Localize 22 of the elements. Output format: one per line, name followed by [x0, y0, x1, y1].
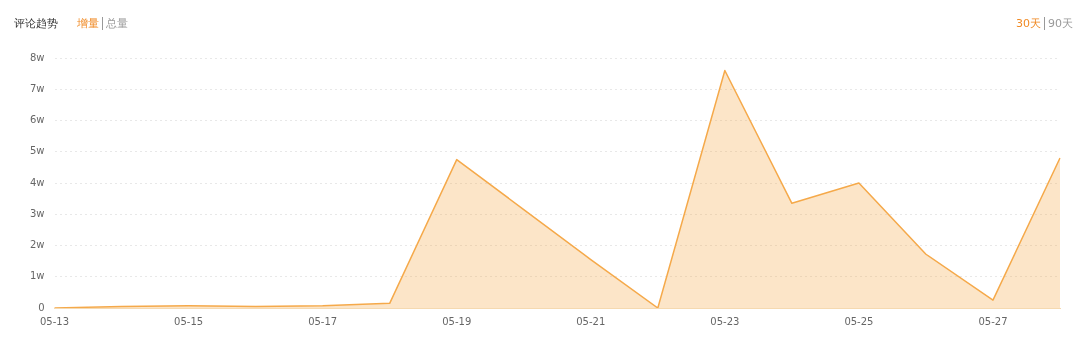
- x-tick-label: 05-13: [40, 315, 70, 327]
- chart-title: 评论趋势: [14, 16, 58, 31]
- y-tick-label: 4w: [29, 176, 45, 188]
- text: 30天: [1015, 17, 1042, 30]
- y-tick-label: 3w: [29, 207, 45, 219]
- text: 总量: [102, 17, 131, 30]
- y-tick-label: 8w: [29, 51, 45, 63]
- y-tick-label: 0: [38, 301, 45, 313]
- x-tick-label: 05-21: [576, 315, 606, 327]
- text: 90天: [1044, 17, 1076, 30]
- y-tick-label: 6w: [29, 114, 45, 126]
- x-tick-label: 05-17: [308, 315, 338, 327]
- x-tick-label: 05-19: [442, 315, 472, 327]
- x-tick-label: 05-15: [174, 315, 204, 327]
- x-tick-label: 05-25: [844, 315, 874, 327]
- text: 增量: [76, 17, 100, 30]
- y-tick-label: 2w: [29, 239, 45, 251]
- y-tick-label: 7w: [29, 82, 45, 94]
- y-tick-label: 1w: [29, 270, 45, 282]
- y-tick-label: 5w: [29, 145, 45, 157]
- x-tick-label: 05-27: [978, 315, 1008, 327]
- x-tick-label: 05-23: [710, 315, 740, 327]
